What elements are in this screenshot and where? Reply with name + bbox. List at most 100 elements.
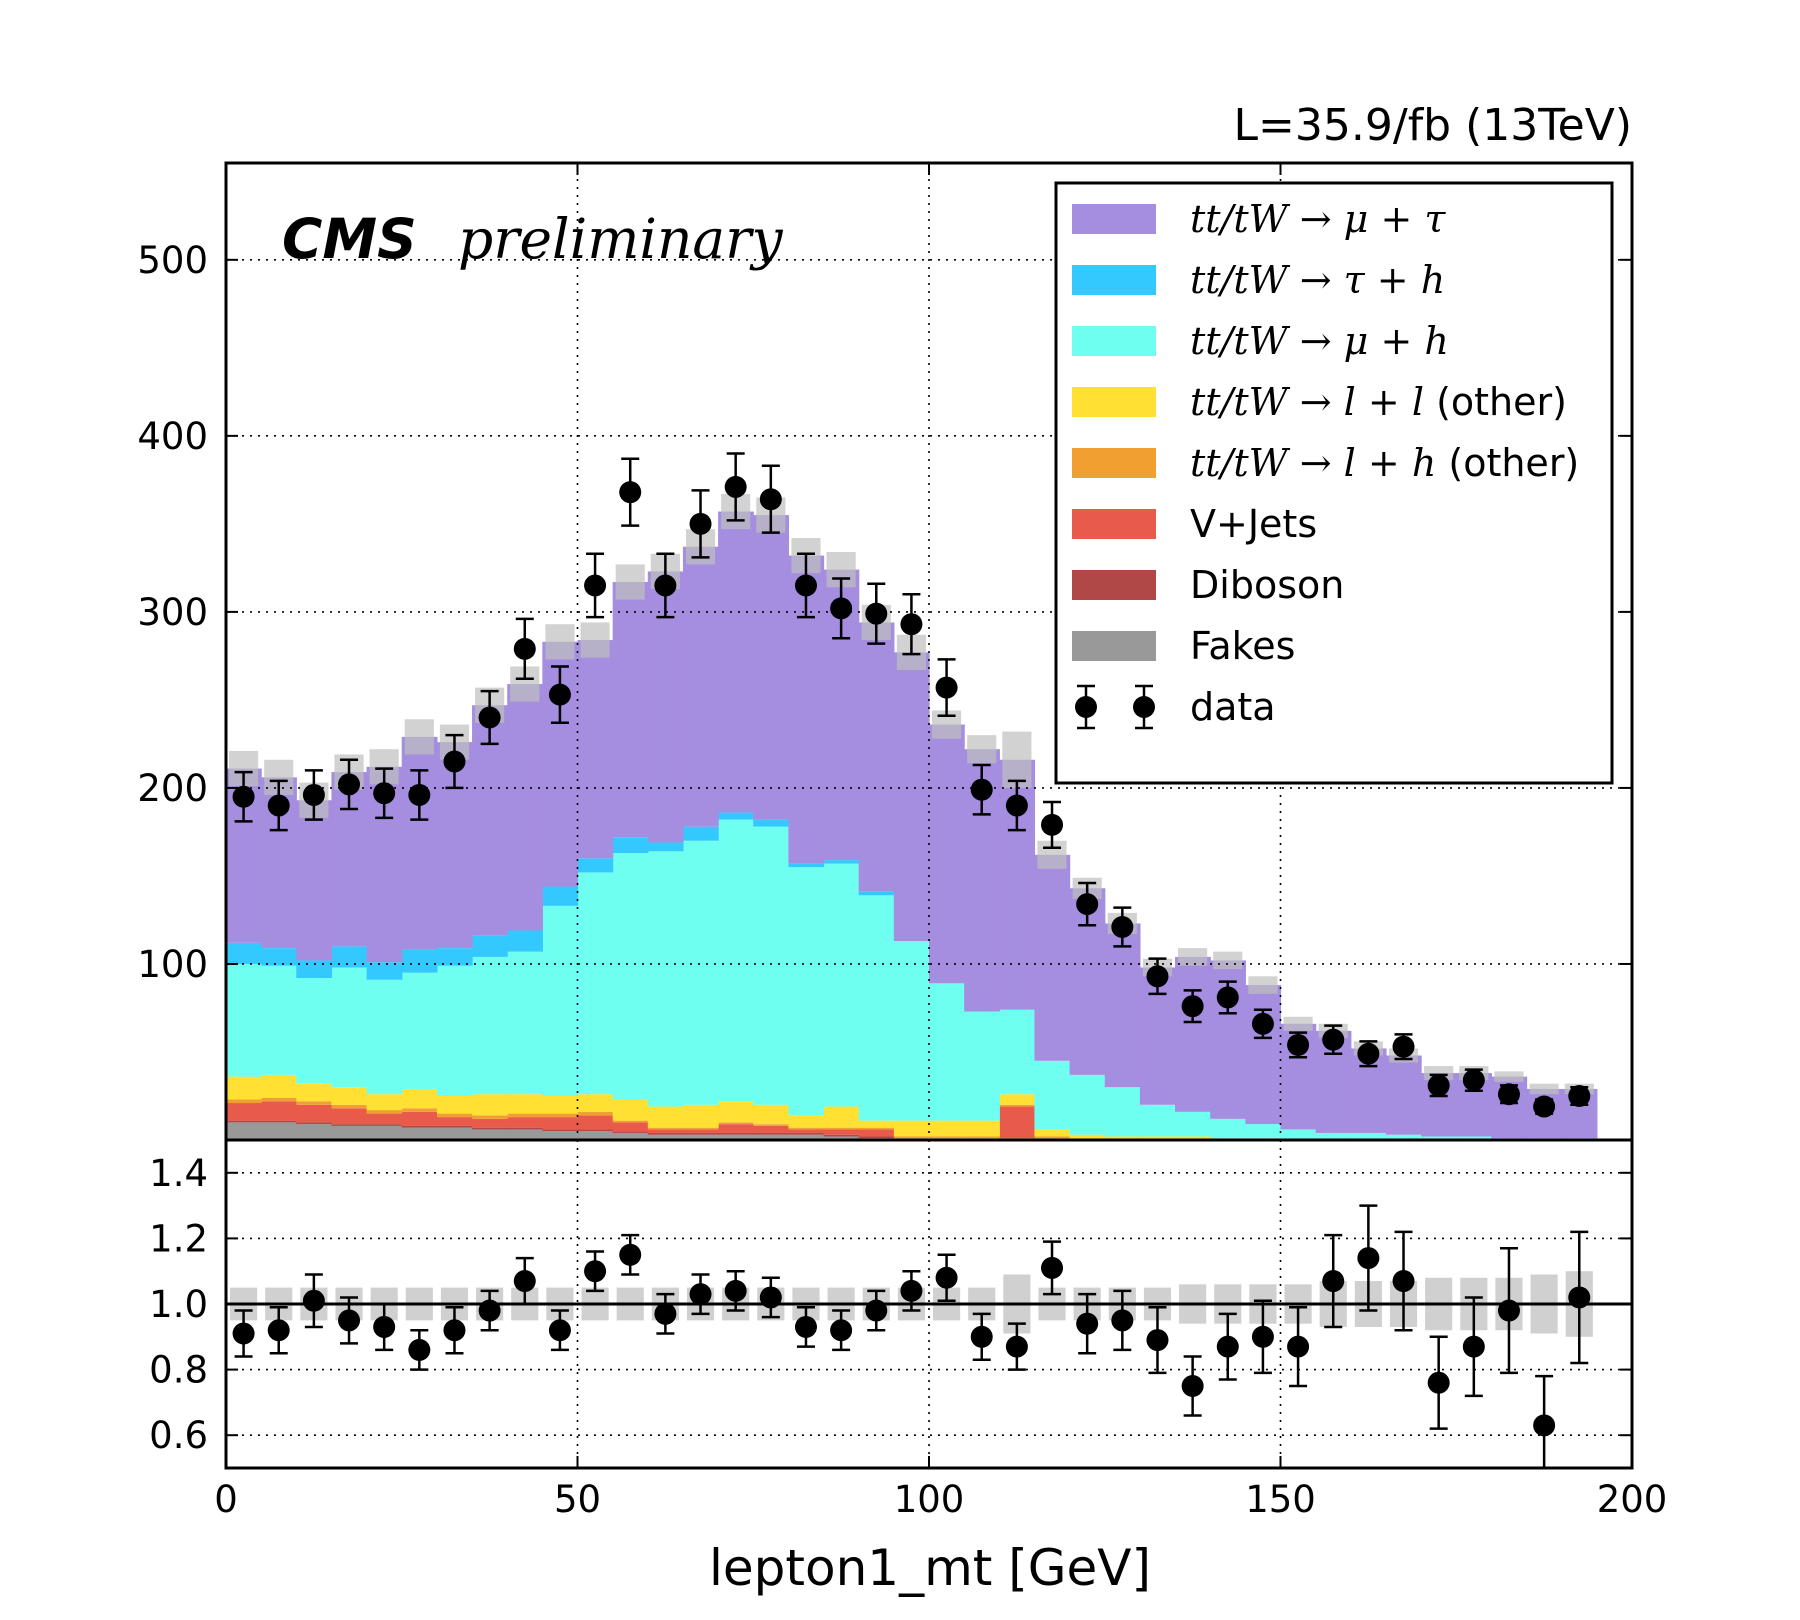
ratio-point [830, 1319, 853, 1342]
bar [682, 1132, 719, 1135]
bar [577, 1111, 614, 1116]
bar [296, 960, 333, 979]
bar [647, 851, 684, 1107]
x-tick-label: 50 [554, 1478, 601, 1521]
bar [542, 886, 579, 906]
ratio-point [724, 1279, 747, 1302]
data-point [1216, 986, 1239, 1009]
bar [331, 1104, 368, 1109]
bar [1069, 1134, 1106, 1140]
bar [753, 819, 789, 827]
legend-swatch [1072, 509, 1156, 539]
bar [612, 581, 649, 838]
legend-label-text: (other) [1424, 380, 1567, 424]
data-point [373, 782, 396, 805]
data-point [1146, 965, 1169, 988]
ratio-point [935, 1266, 958, 1289]
data-point [1287, 1033, 1310, 1056]
bar [718, 812, 754, 820]
data-point [830, 597, 853, 620]
bar [682, 1127, 719, 1130]
bar [647, 1106, 684, 1128]
bar [366, 962, 403, 980]
ratio-point [1568, 1286, 1591, 1309]
bar [858, 1127, 895, 1130]
ratio-point [1216, 1335, 1239, 1358]
bar [577, 1115, 614, 1130]
ratio-point [1111, 1309, 1134, 1332]
bar [788, 1129, 825, 1133]
bar [682, 1104, 719, 1128]
bar [366, 1110, 403, 1114]
ratio-tick-label: 1.2 [149, 1217, 208, 1260]
uncertainty-box [615, 564, 645, 600]
uncertainty-box [967, 735, 997, 764]
legend-label: tt/tW → l + l (other) [1190, 380, 1567, 424]
y-tick-label: 500 [137, 239, 208, 282]
uncertainty-box [1213, 951, 1243, 970]
bar [858, 622, 895, 892]
data-point [1251, 1012, 1274, 1035]
bar [507, 1129, 543, 1140]
x-tick-label: 100 [894, 1478, 965, 1521]
bar [1245, 1124, 1282, 1139]
bar [507, 1127, 543, 1130]
legend-label-text: (other) [1436, 441, 1579, 485]
ratio-point [1041, 1256, 1064, 1279]
ratio-point [1005, 1335, 1028, 1358]
data-points [232, 452, 1591, 1118]
bar [929, 724, 965, 984]
bar [823, 1136, 860, 1140]
legend-label: tt/tW → μ + τ [1190, 197, 1446, 241]
bar [401, 736, 438, 950]
ratio-point [1251, 1325, 1274, 1348]
bar [472, 956, 508, 1095]
bar [542, 1117, 579, 1130]
bar [718, 1134, 754, 1140]
lumi-label: L=35.9/fb (13TeV) [1234, 100, 1632, 151]
ratio-point [267, 1319, 290, 1342]
legend-label-math: tt/tW → l + h [1190, 441, 1436, 485]
legend-marker [1075, 696, 1097, 718]
bar [893, 941, 930, 1121]
ratio-point [1357, 1247, 1380, 1270]
ratio-point [900, 1279, 923, 1302]
data-point [724, 475, 747, 498]
bar [753, 1104, 789, 1125]
ratio-tick-label: 0.6 [149, 1414, 208, 1457]
bar [366, 1124, 403, 1126]
legend-label-text: Fakes [1190, 624, 1295, 668]
bar [401, 1127, 438, 1140]
uncertainty-box [1494, 1071, 1524, 1082]
x-tick-label: 0 [214, 1478, 238, 1521]
bar [1069, 1074, 1106, 1135]
ratio-point [1076, 1312, 1099, 1335]
bar [1175, 1111, 1211, 1137]
bar [226, 1103, 262, 1121]
bar [753, 1125, 789, 1133]
bar [472, 1094, 508, 1116]
ratio-point [1287, 1335, 1310, 1358]
bar [999, 1106, 1036, 1139]
data-point [1076, 893, 1099, 916]
data-point [1041, 813, 1064, 836]
bar [261, 1097, 297, 1102]
bar [893, 652, 930, 942]
data-point [865, 602, 888, 625]
bar [472, 1129, 508, 1140]
ratio-point [1322, 1270, 1345, 1293]
bar [682, 1134, 719, 1140]
bar [1175, 956, 1211, 1112]
bar [647, 1127, 684, 1130]
data-point [232, 785, 255, 808]
bar [858, 1120, 895, 1128]
data-point [302, 783, 325, 806]
ratio-point [1497, 1299, 1520, 1322]
bar [999, 1104, 1036, 1107]
bar [472, 1115, 508, 1119]
bar [718, 1122, 754, 1125]
bar [964, 1120, 1000, 1137]
bar [823, 860, 860, 864]
uncertainty-box [404, 719, 434, 755]
